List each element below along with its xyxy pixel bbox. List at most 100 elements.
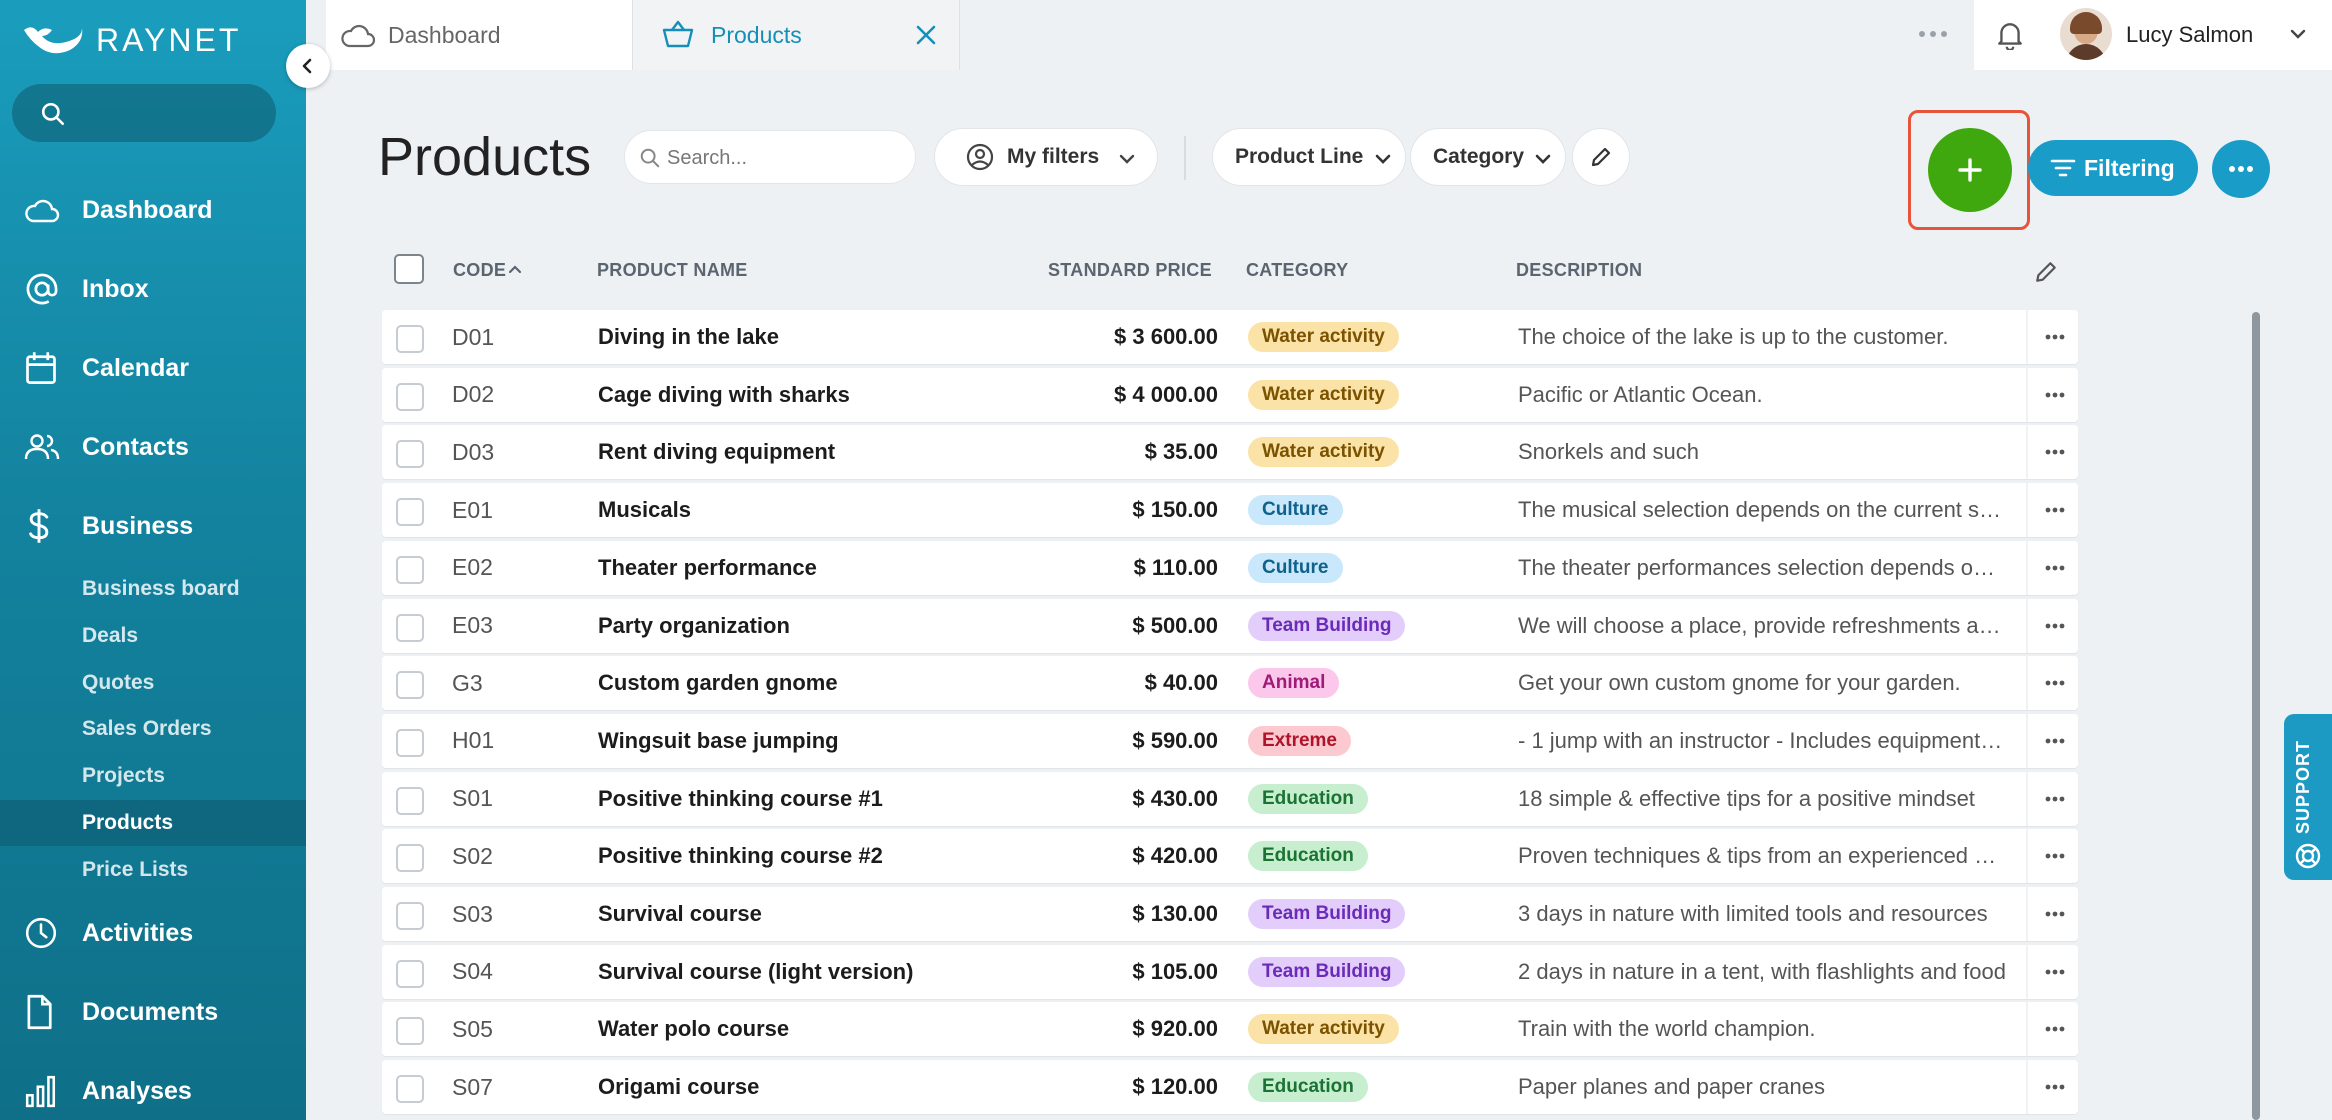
add-product-button[interactable] bbox=[1928, 128, 2012, 212]
collapse-sidebar-button[interactable] bbox=[286, 44, 330, 88]
row-more-button[interactable] bbox=[2032, 541, 2078, 595]
subnav-item-price-lists[interactable]: Price Lists bbox=[0, 847, 306, 893]
chevron-down-icon[interactable] bbox=[2290, 28, 2306, 40]
cell-product-name[interactable]: Cage diving with sharks bbox=[598, 381, 850, 407]
cell-product-name[interactable]: Musicals bbox=[598, 497, 691, 523]
column-header-code[interactable]: CODE bbox=[453, 260, 507, 280]
nav-item-contacts[interactable]: Contacts bbox=[0, 417, 306, 477]
row-checkbox[interactable] bbox=[396, 325, 424, 353]
subnav-item-products[interactable]: Products bbox=[0, 800, 306, 846]
nav-item-documents[interactable]: Documents bbox=[0, 982, 306, 1042]
subnav-item-sales-orders[interactable]: Sales Orders bbox=[0, 706, 306, 752]
table-row[interactable]: S04 Survival course (light version) $ 105.… bbox=[382, 944, 2078, 999]
user-name[interactable]: Lucy Salmon bbox=[2126, 22, 2254, 47]
nav-item-business[interactable]: Business bbox=[0, 496, 306, 556]
cell-product-name[interactable]: Origami course bbox=[598, 1074, 760, 1100]
cell-product-name[interactable]: Rent diving equipment bbox=[598, 439, 836, 465]
column-header-price[interactable]: STANDARD PRICE bbox=[1048, 260, 1212, 280]
avatar[interactable] bbox=[2060, 8, 2112, 60]
search-input[interactable] bbox=[667, 143, 897, 173]
subnav-item-quotes[interactable]: Quotes bbox=[0, 660, 306, 706]
row-checkbox[interactable] bbox=[396, 902, 424, 930]
row-checkbox[interactable] bbox=[396, 671, 424, 700]
row-checkbox[interactable] bbox=[396, 613, 424, 642]
table-row[interactable]: S02 Positive thinking course #2 $ 420.00 Ed… bbox=[382, 829, 2078, 884]
subnav-item-business-board[interactable]: Business board bbox=[0, 566, 306, 612]
row-more-button[interactable] bbox=[2032, 945, 2078, 999]
tab-products[interactable]: Products bbox=[632, 0, 960, 70]
row-more-button[interactable] bbox=[2032, 310, 2078, 364]
more-tabs-icon[interactable] bbox=[1918, 30, 1948, 38]
row-checkbox[interactable] bbox=[396, 728, 424, 757]
table-row[interactable]: E03 Party organization $ 500.00 Team Buildi… bbox=[382, 598, 2078, 653]
row-checkbox[interactable] bbox=[396, 959, 424, 988]
row-more-button[interactable] bbox=[2032, 656, 2078, 710]
cell-product-name[interactable]: Wingsuit base jumping bbox=[598, 727, 839, 753]
nav-item-activities[interactable]: Activities bbox=[0, 903, 306, 963]
row-checkbox[interactable] bbox=[396, 786, 424, 815]
row-more-button[interactable] bbox=[2032, 368, 2078, 422]
nav-item-calendar[interactable]: Calendar bbox=[0, 338, 306, 398]
row-checkbox[interactable] bbox=[396, 1017, 424, 1046]
cell-product-name[interactable]: Positive thinking course #1 bbox=[598, 785, 883, 811]
row-more-button[interactable] bbox=[2032, 772, 2078, 826]
column-header-name[interactable]: PRODUCT NAME bbox=[597, 260, 748, 280]
my-filters-button[interactable]: My filters bbox=[934, 128, 1158, 186]
cell-product-name[interactable]: Water polo course bbox=[598, 1016, 790, 1042]
row-checkbox[interactable] bbox=[396, 1075, 424, 1104]
column-header-category[interactable]: CATEGORY bbox=[1246, 260, 1349, 280]
column-header-description[interactable]: DESCRIPTION bbox=[1516, 260, 1643, 280]
cell-product-name[interactable]: Custom garden gnome bbox=[598, 670, 838, 696]
nav-item-analyses[interactable]: Analyses bbox=[0, 1061, 306, 1120]
row-checkbox[interactable] bbox=[396, 382, 424, 411]
table-row[interactable]: D02 Cage diving with sharks $ 4 000.00 Wate… bbox=[382, 367, 2078, 422]
row-more-button[interactable] bbox=[2032, 1060, 2078, 1114]
cell-product-name[interactable]: Survival course bbox=[598, 901, 762, 926]
table-row[interactable]: S05 Water polo course $ 920.00 Water activi… bbox=[382, 1002, 2078, 1057]
more-actions-button[interactable] bbox=[2212, 140, 2270, 198]
close-icon[interactable] bbox=[915, 24, 937, 46]
select-all-checkbox[interactable] bbox=[394, 254, 424, 284]
cell-product-name[interactable]: Survival course (light version) bbox=[598, 958, 914, 984]
row-checkbox[interactable] bbox=[396, 498, 424, 527]
subnav-item-deals[interactable]: Deals bbox=[0, 613, 306, 659]
brand-logo[interactable]: RAYNET bbox=[22, 20, 241, 60]
row-more-button[interactable] bbox=[2032, 483, 2078, 537]
row-more-button[interactable] bbox=[2032, 887, 2078, 941]
cell-product-name[interactable]: Party organization bbox=[598, 612, 790, 638]
table-row[interactable]: H01 Wingsuit base jumping $ 590.00 Extreme -… bbox=[382, 713, 2078, 768]
support-tab[interactable]: SUPPORT bbox=[2284, 714, 2332, 880]
edit-filters-button[interactable] bbox=[1572, 128, 1630, 186]
search-field[interactable] bbox=[624, 130, 916, 184]
table-row[interactable]: D03 Rent diving equipment $ 35.00 Water act… bbox=[382, 425, 2078, 480]
nav-item-dashboard[interactable]: Dashboard bbox=[0, 180, 306, 240]
cell-product-name[interactable]: Positive thinking course #2 bbox=[598, 843, 883, 869]
product-line-filter[interactable]: Product Line bbox=[1212, 128, 1406, 186]
row-checkbox[interactable] bbox=[396, 844, 424, 873]
row-more-button[interactable] bbox=[2032, 829, 2078, 883]
cell-product-name[interactable]: Theater performance bbox=[598, 554, 817, 580]
table-row[interactable]: S03 Survival course $ 130.00 Team Building 3… bbox=[382, 887, 2078, 941]
filtering-button[interactable]: Filtering bbox=[2028, 140, 2198, 196]
bell-icon[interactable] bbox=[1996, 20, 2024, 50]
edit-columns-icon[interactable] bbox=[2034, 260, 2058, 284]
table-row[interactable]: E02 Theater performance $ 110.00 Culture The… bbox=[382, 540, 2078, 595]
table-row[interactable]: G3 Custom garden gnome $ 40.00 Animal Get yo… bbox=[382, 656, 2078, 711]
row-more-button[interactable] bbox=[2032, 1002, 2078, 1056]
row-checkbox[interactable] bbox=[396, 555, 424, 584]
nav-item-inbox[interactable]: Inbox bbox=[0, 259, 306, 319]
row-checkbox[interactable] bbox=[396, 440, 424, 469]
sort-ascending-icon[interactable] bbox=[508, 264, 522, 274]
table-row[interactable]: S01 Positive thinking course #1 $ 430.00 Ed… bbox=[382, 771, 2078, 826]
sidebar-search[interactable] bbox=[12, 84, 276, 142]
category-filter[interactable]: Category bbox=[1410, 128, 1566, 186]
table-row[interactable]: S07 Origami course $ 120.00 Education Paper … bbox=[382, 1060, 2078, 1115]
cell-product-name[interactable]: Diving in the lake bbox=[598, 324, 779, 349]
scrollbar[interactable] bbox=[2252, 312, 2260, 1120]
table-row[interactable]: D01 Diving in the lake $ 3 600.00 Water act… bbox=[382, 310, 2078, 364]
table-row[interactable]: E01 Musicals $ 150.00 Culture The musical se… bbox=[382, 483, 2078, 538]
subnav-item-projects[interactable]: Projects bbox=[0, 753, 306, 799]
row-more-button[interactable] bbox=[2032, 599, 2078, 653]
row-more-button[interactable] bbox=[2032, 425, 2078, 479]
row-more-button[interactable] bbox=[2032, 714, 2078, 768]
